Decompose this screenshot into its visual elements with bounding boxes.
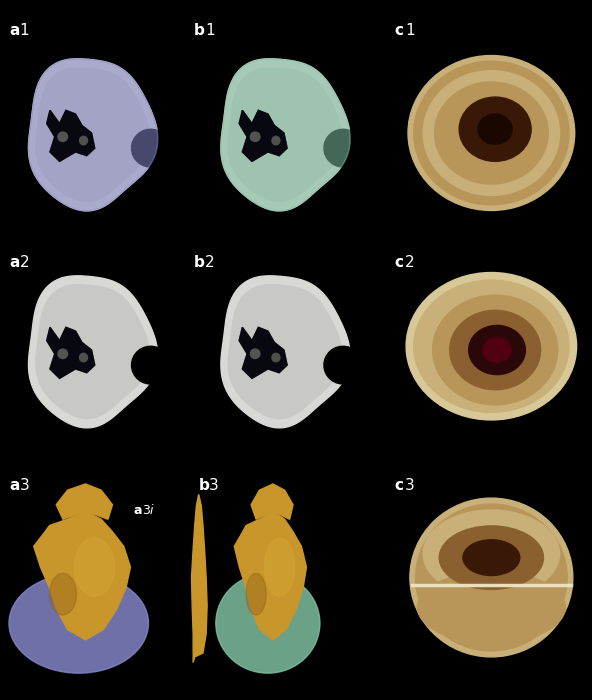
Text: b: b — [194, 23, 205, 38]
Ellipse shape — [416, 504, 567, 651]
Ellipse shape — [216, 573, 320, 673]
Text: 3: 3 — [142, 505, 150, 517]
Polygon shape — [34, 511, 130, 640]
Text: 2: 2 — [205, 256, 214, 270]
Ellipse shape — [423, 510, 559, 597]
Text: c: c — [394, 256, 403, 270]
Polygon shape — [36, 68, 150, 202]
Polygon shape — [221, 59, 350, 211]
Ellipse shape — [414, 61, 569, 205]
Ellipse shape — [265, 538, 295, 596]
Ellipse shape — [406, 272, 577, 420]
Ellipse shape — [9, 573, 149, 673]
Ellipse shape — [414, 280, 569, 412]
Ellipse shape — [250, 349, 260, 358]
Text: c: c — [394, 23, 403, 38]
Ellipse shape — [410, 498, 573, 657]
Polygon shape — [47, 328, 95, 378]
Polygon shape — [239, 328, 287, 378]
Polygon shape — [47, 111, 95, 161]
Ellipse shape — [450, 310, 540, 390]
Ellipse shape — [272, 136, 280, 145]
Text: 1: 1 — [20, 23, 29, 38]
Polygon shape — [28, 59, 158, 211]
Text: a: a — [133, 505, 141, 517]
Ellipse shape — [50, 573, 76, 615]
Ellipse shape — [483, 337, 511, 363]
Text: 3: 3 — [209, 478, 218, 493]
Ellipse shape — [478, 114, 512, 144]
Ellipse shape — [433, 295, 558, 405]
Polygon shape — [36, 285, 150, 419]
Text: 1: 1 — [205, 23, 214, 38]
Text: a: a — [9, 478, 20, 493]
Polygon shape — [28, 276, 158, 428]
Text: a: a — [9, 256, 20, 270]
Text: 1: 1 — [405, 23, 414, 38]
Polygon shape — [251, 484, 293, 519]
Text: 2: 2 — [405, 256, 414, 270]
Text: 2: 2 — [20, 256, 29, 270]
Ellipse shape — [439, 526, 543, 589]
Ellipse shape — [423, 71, 559, 195]
Ellipse shape — [417, 571, 565, 643]
Ellipse shape — [463, 540, 520, 575]
Ellipse shape — [408, 55, 575, 211]
Text: i: i — [150, 505, 153, 517]
Ellipse shape — [79, 136, 88, 145]
Polygon shape — [324, 130, 362, 167]
Ellipse shape — [74, 538, 115, 596]
Polygon shape — [324, 346, 362, 384]
Ellipse shape — [246, 573, 266, 615]
Ellipse shape — [58, 132, 67, 141]
Text: 3: 3 — [405, 478, 414, 493]
Text: b: b — [198, 478, 209, 493]
Ellipse shape — [459, 97, 531, 162]
Ellipse shape — [79, 354, 88, 362]
Polygon shape — [221, 59, 350, 211]
Text: b: b — [194, 256, 205, 270]
Text: a: a — [9, 23, 20, 38]
Polygon shape — [239, 328, 287, 378]
Polygon shape — [229, 68, 342, 202]
Polygon shape — [28, 59, 158, 211]
Polygon shape — [56, 484, 112, 519]
Ellipse shape — [250, 132, 260, 141]
Ellipse shape — [58, 349, 67, 358]
Polygon shape — [191, 494, 207, 662]
Polygon shape — [221, 276, 350, 428]
Ellipse shape — [272, 354, 280, 362]
Polygon shape — [239, 111, 287, 161]
Text: 3: 3 — [20, 478, 29, 493]
Polygon shape — [47, 328, 95, 378]
Ellipse shape — [435, 82, 548, 184]
Polygon shape — [229, 285, 342, 419]
Text: c: c — [394, 478, 403, 493]
Polygon shape — [234, 511, 307, 640]
Polygon shape — [239, 111, 287, 161]
Polygon shape — [131, 130, 170, 167]
Polygon shape — [47, 111, 95, 161]
Polygon shape — [131, 346, 170, 384]
Ellipse shape — [469, 326, 526, 374]
